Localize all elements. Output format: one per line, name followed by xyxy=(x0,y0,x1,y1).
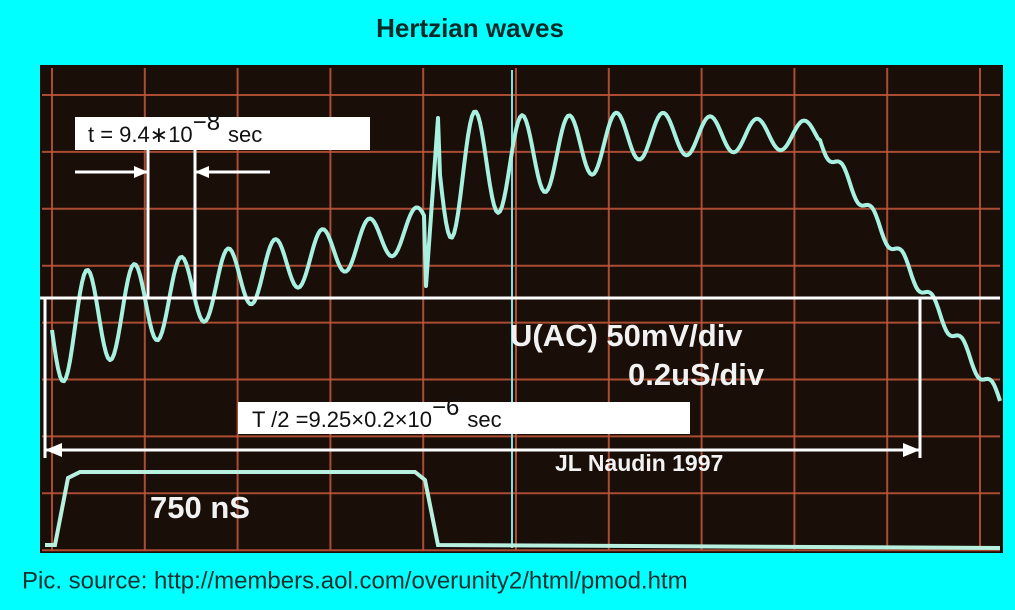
vertical-scale: U(AC) 50mV/div xyxy=(510,318,743,353)
time-scale: 0.2uS/div xyxy=(628,357,765,392)
title: Hertzian waves xyxy=(376,13,564,43)
period-short-label: t = 9.4∗10−8 sec xyxy=(88,109,262,146)
exponent: −6 xyxy=(432,394,459,421)
label-text: T /2 =9.25×0.2×10 xyxy=(252,407,432,432)
label-text: t = 9.4∗10 xyxy=(88,122,193,147)
pulse-trace xyxy=(45,470,1001,550)
arrowheads xyxy=(45,166,920,457)
label-box xyxy=(75,117,370,150)
half-period-label: T /2 =9.25×0.2×10−6 sec xyxy=(252,394,502,431)
arrowhead xyxy=(195,166,209,178)
unit: sec xyxy=(467,407,501,432)
scope-grid xyxy=(42,68,1000,552)
footer: Pic. source: http://members.aol.com/over… xyxy=(22,567,688,594)
markers xyxy=(40,150,1000,458)
exponent: −8 xyxy=(193,109,220,136)
arrowhead xyxy=(45,443,62,457)
pulse-width: 750 nS xyxy=(150,490,250,525)
label-box xyxy=(238,402,690,434)
author: JL Naudin 1997 xyxy=(555,450,723,476)
arrowhead xyxy=(134,166,148,178)
arrowhead xyxy=(903,443,920,457)
unit: sec xyxy=(228,122,262,147)
wave-trace xyxy=(50,109,1002,402)
